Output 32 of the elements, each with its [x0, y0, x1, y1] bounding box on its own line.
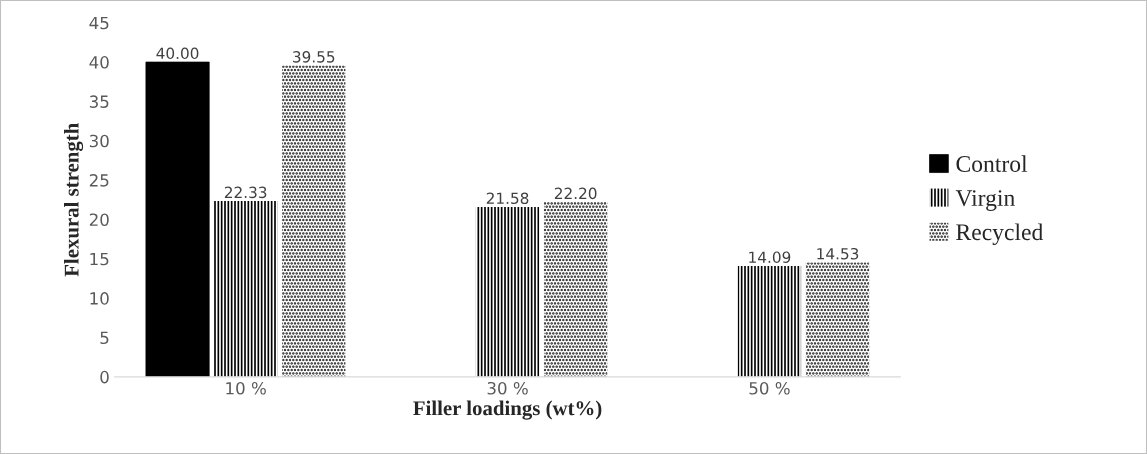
data-label: 22.20: [554, 187, 597, 200]
x-tick-label: 10 %: [226, 381, 266, 395]
y-tick-label: 35: [89, 95, 109, 108]
legend-label: Control: [956, 155, 1028, 172]
x-tick-label: 30 %: [487, 381, 528, 395]
data-label: 21.58: [486, 192, 529, 205]
data-label: 39.55: [293, 51, 335, 63]
x-tick-label: 50 %: [749, 381, 790, 395]
bar: [145, 61, 210, 377]
data-label: 14.53: [817, 247, 859, 260]
y-tick-label: 25: [89, 174, 109, 187]
bar: [805, 262, 870, 377]
bar: [737, 265, 802, 377]
y-tick-label: 45: [89, 16, 109, 30]
bar: [475, 207, 540, 377]
y-tick-label: 40: [89, 56, 109, 69]
x-axis-title: Filler loadings (wt%): [413, 400, 602, 420]
legend-label: Recycled: [956, 223, 1044, 246]
y-tick-label: 10: [90, 292, 109, 305]
data-label: 40.00: [156, 47, 199, 60]
data-label: 22.33: [224, 186, 267, 199]
y-axis-title: Flexural strength: [64, 123, 84, 277]
y-tick-label: 20: [89, 213, 109, 226]
y-tick-label: 30: [89, 134, 109, 148]
data-label: 14.09: [749, 251, 791, 263]
y-tick-label: 0: [100, 370, 109, 384]
legend-label: Virgin: [955, 190, 1015, 211]
bar: [213, 201, 278, 377]
bar: [543, 202, 608, 377]
bar: [282, 65, 346, 377]
y-tick-label: 5: [100, 331, 109, 345]
y-tick-label: 15: [90, 252, 109, 266]
